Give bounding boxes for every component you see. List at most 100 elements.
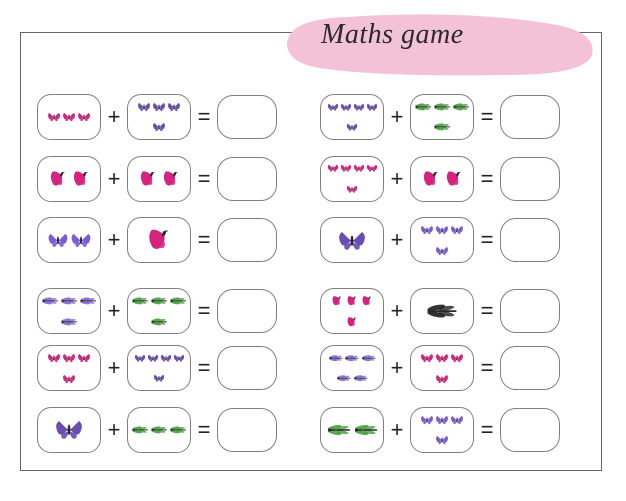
answer-box[interactable] xyxy=(217,289,277,333)
equation: + = xyxy=(37,402,302,458)
dragonfly-icon xyxy=(353,423,379,437)
dragonfly-icon xyxy=(361,354,377,362)
plus-op: + xyxy=(107,229,121,251)
dragonfly-icon xyxy=(336,374,352,382)
operand-cell xyxy=(410,94,474,140)
butterfly-open-icon xyxy=(346,122,358,132)
operand-cell xyxy=(320,156,384,202)
butterfly-side-icon xyxy=(443,168,465,190)
plus-op: + xyxy=(390,168,404,190)
operand-cell xyxy=(37,156,101,202)
answer-box[interactable] xyxy=(500,346,560,390)
butterfly-open-icon xyxy=(340,102,352,112)
butterfly-open-icon xyxy=(435,224,449,236)
butterfly-open-icon xyxy=(420,224,434,236)
butterfly-open-icon xyxy=(167,101,181,113)
equation: + = xyxy=(37,151,302,207)
answer-box[interactable] xyxy=(500,95,560,139)
answer-box[interactable] xyxy=(217,95,277,139)
plus-op: + xyxy=(390,106,404,128)
butterfly-open-icon xyxy=(353,163,365,173)
plus-op: + xyxy=(107,168,121,190)
operand-cell xyxy=(37,407,101,453)
dragonfly-icon xyxy=(150,425,168,435)
answer-box[interactable] xyxy=(500,408,560,452)
equals-op: = xyxy=(197,419,211,441)
butterfly-open-icon xyxy=(137,101,151,113)
answer-box[interactable] xyxy=(217,346,277,390)
butterfly-open-icon xyxy=(340,163,352,173)
butterfly-open-icon xyxy=(62,111,76,123)
answer-box[interactable] xyxy=(217,408,277,452)
dragonfly-icon xyxy=(169,425,187,435)
dragonfly-icon xyxy=(425,302,459,320)
butterfly-open-icon xyxy=(134,353,146,363)
answer-box[interactable] xyxy=(500,218,560,262)
operand-cell xyxy=(410,156,474,202)
operand-cell xyxy=(127,94,191,140)
butterfly-side-icon xyxy=(420,168,442,190)
operand-cell xyxy=(37,345,101,391)
butterfly-open-icon xyxy=(173,353,185,363)
butterfly-side-icon xyxy=(330,294,344,308)
butterfly-open-icon xyxy=(70,231,92,250)
answer-box[interactable] xyxy=(500,289,560,333)
plus-op: + xyxy=(107,419,121,441)
butterfly-side-icon xyxy=(345,294,359,308)
dragonfly-icon xyxy=(326,423,352,437)
operand-cell xyxy=(320,288,384,334)
butterfly-side-icon xyxy=(160,168,182,190)
answer-box[interactable] xyxy=(217,157,277,201)
butterfly-side-icon xyxy=(360,294,374,308)
equals-op: = xyxy=(197,106,211,128)
equals-op: = xyxy=(480,357,494,379)
butterfly-open-icon xyxy=(147,353,159,363)
dragonfly-icon xyxy=(344,354,360,362)
butterfly-open-icon xyxy=(366,163,378,173)
plus-op: + xyxy=(107,106,121,128)
plus-op: + xyxy=(390,300,404,322)
butterfly-side-icon xyxy=(137,168,159,190)
equals-op: = xyxy=(480,419,494,441)
butterfly-side-icon xyxy=(47,168,69,190)
operand-cell xyxy=(320,345,384,391)
butterfly-open-icon xyxy=(450,352,464,364)
dragonfly-icon xyxy=(433,102,451,112)
equals-op: = xyxy=(480,168,494,190)
butterfly-open-icon xyxy=(435,352,449,364)
dragonfly-icon xyxy=(131,296,149,306)
equals-op: = xyxy=(480,229,494,251)
butterfly-open-icon xyxy=(346,184,358,194)
equation: + xyxy=(37,340,302,396)
equation-grid: + = xyxy=(37,89,585,458)
butterfly-open-icon xyxy=(353,102,365,112)
equation: + = xyxy=(320,89,585,145)
equals-op: = xyxy=(197,357,211,379)
operand-cell xyxy=(37,217,101,263)
answer-box[interactable] xyxy=(217,218,277,262)
operand-cell xyxy=(37,288,101,334)
butterfly-open-icon xyxy=(420,414,434,426)
butterfly-open-icon xyxy=(77,111,91,123)
butterfly-open-icon xyxy=(47,111,61,123)
plus-op: + xyxy=(390,229,404,251)
dragonfly-icon xyxy=(353,374,369,382)
butterfly-open-icon xyxy=(366,102,378,112)
equation: + = xyxy=(320,151,585,207)
dragonfly-icon xyxy=(414,102,432,112)
butterfly-open-icon xyxy=(327,163,339,173)
answer-box[interactable] xyxy=(500,157,560,201)
dragonfly-icon xyxy=(60,296,78,306)
equation: + = xyxy=(320,340,585,396)
butterfly-open-icon xyxy=(450,414,464,426)
operand-cell xyxy=(127,345,191,391)
equals-op: = xyxy=(197,229,211,251)
dragonfly-icon xyxy=(150,317,168,327)
butterfly-open-icon xyxy=(47,231,69,250)
operand-cell xyxy=(320,407,384,453)
butterfly-side-icon xyxy=(345,315,359,329)
equals-op: = xyxy=(480,106,494,128)
butterfly-open-icon xyxy=(450,224,464,236)
operand-cell xyxy=(410,345,474,391)
operand-cell xyxy=(410,407,474,453)
